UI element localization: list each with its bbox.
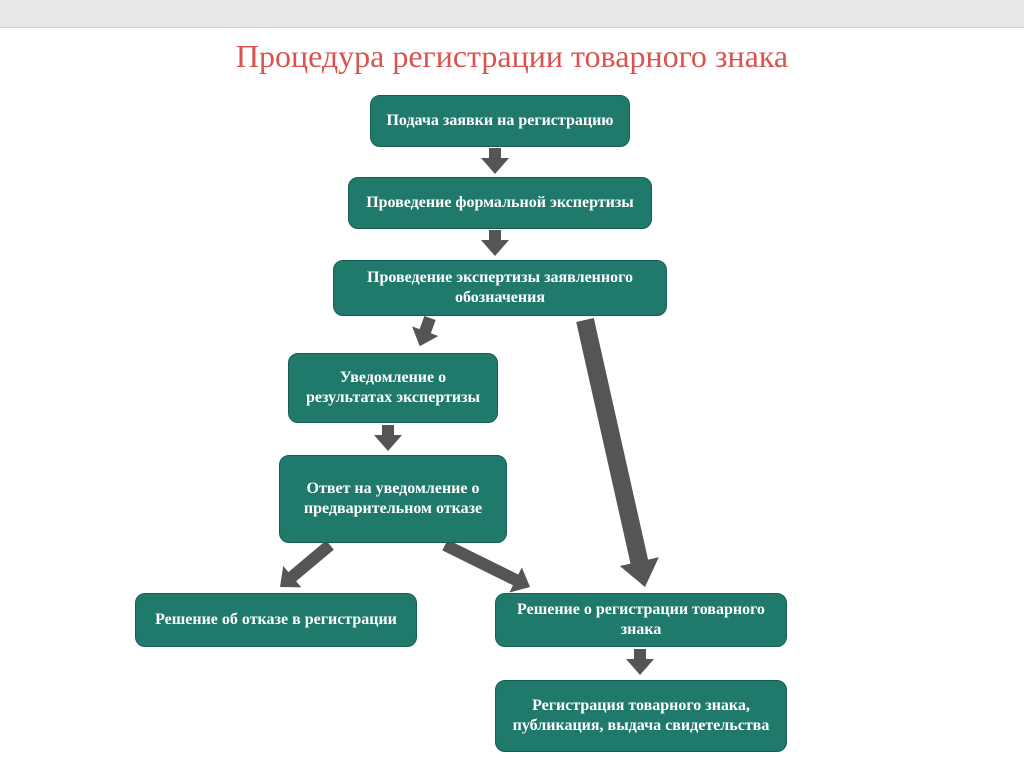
- arrow-n5-n6: [271, 534, 339, 597]
- arrow-n1-n2: [481, 148, 509, 174]
- arrow-n3-n7: [565, 316, 664, 592]
- flowchart-canvas: Подача заявки на регистрацию Проведение ф…: [0, 85, 1024, 775]
- page-title: Процедура регистрации товарного знака: [0, 38, 1024, 75]
- flow-node-n2: Проведение формальной экспертизы: [348, 177, 652, 229]
- flow-node-n6: Решение об отказе в регистрации: [135, 593, 417, 647]
- flow-node-n4: Уведомление о результатах экспертизы: [288, 353, 498, 423]
- arrow-n3-n4: [407, 313, 444, 351]
- flow-node-n7: Решение о регистрации товарного знака: [495, 593, 787, 647]
- top-bar: [0, 0, 1024, 28]
- flow-node-n8: Регистрация товарного знака, публикация,…: [495, 680, 787, 752]
- arrow-n7-n8: [626, 649, 654, 675]
- flow-node-n3: Проведение экспертизы заявленного обозна…: [333, 260, 667, 316]
- arrow-n4-n5: [374, 425, 402, 451]
- arrow-n2-n3: [481, 230, 509, 256]
- flow-node-n5: Ответ на уведомление о предварительном о…: [279, 455, 507, 543]
- flow-node-n1: Подача заявки на регистрацию: [370, 95, 630, 147]
